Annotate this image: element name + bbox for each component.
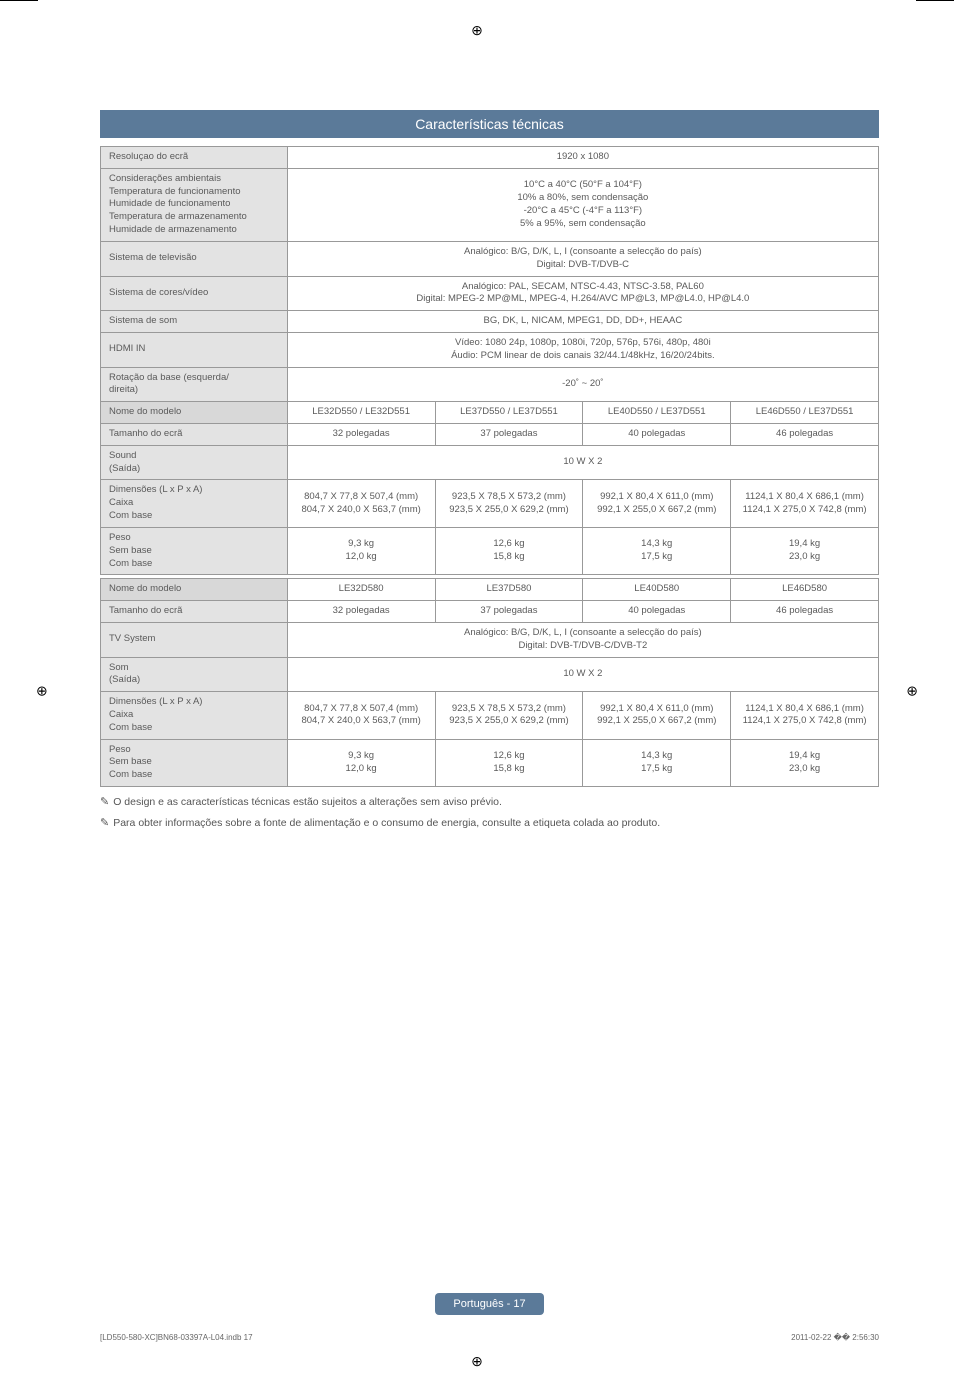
row-value: Analógico: PAL, SECAM, NTSC-4.43, NTSC-3… bbox=[287, 276, 878, 311]
row-value: 32 polegadas bbox=[287, 424, 435, 446]
row-value: 40 polegadas bbox=[583, 601, 731, 623]
row-value: Analógico: B/G, D/K, L, I (consoante a s… bbox=[287, 241, 878, 276]
row-value: LE46D550 / LE37D551 bbox=[731, 402, 879, 424]
row-label: Sistema de televisão bbox=[101, 241, 288, 276]
row-label: PesoSem baseCom base bbox=[101, 527, 288, 574]
row-value: 923,5 X 78,5 X 573,2 (mm)923,5 X 255,0 X… bbox=[435, 692, 583, 739]
row-label: Sistema de som bbox=[101, 311, 288, 333]
row-label: Sound(Saída) bbox=[101, 445, 288, 480]
section-title: Características técnicas bbox=[100, 110, 879, 138]
row-value: 12,6 kg15,8 kg bbox=[435, 739, 583, 786]
row-value: 804,7 X 77,8 X 507,4 (mm)804,7 X 240,0 X… bbox=[287, 692, 435, 739]
note-icon: ✎ bbox=[100, 817, 109, 829]
spec-table: Resoluçao do ecrã1920 x 1080Consideraçõe… bbox=[100, 146, 879, 787]
row-value: LE37D550 / LE37D551 bbox=[435, 402, 583, 424]
row-label: Nome do modelo bbox=[101, 579, 288, 601]
row-value: LE32D550 / LE32D551 bbox=[287, 402, 435, 424]
row-label: Resoluçao do ecrã bbox=[101, 147, 288, 169]
note-2: ✎Para obter informações sobre a fonte de… bbox=[100, 816, 879, 829]
row-value: 1124,1 X 80,4 X 686,1 (mm)1124,1 X 275,0… bbox=[731, 692, 879, 739]
row-value: 9,3 kg12,0 kg bbox=[287, 527, 435, 574]
row-label: TV System bbox=[101, 622, 288, 657]
page-label: Português - 17 bbox=[435, 1293, 543, 1315]
row-label: Nome do modelo bbox=[101, 402, 288, 424]
row-value: 992,1 X 80,4 X 611,0 (mm)992,1 X 255,0 X… bbox=[583, 480, 731, 527]
row-value: -20˚ ~ 20˚ bbox=[287, 367, 878, 402]
row-value: Vídeo: 1080 24p, 1080p, 1080i, 720p, 576… bbox=[287, 332, 878, 367]
print-footer: [LD550-580-XC]BN68-03397A-L04.indb 17 20… bbox=[100, 1333, 879, 1342]
row-label: Tamanho do ecrã bbox=[101, 424, 288, 446]
row-value: 46 polegadas bbox=[731, 424, 879, 446]
row-value: 10 W X 2 bbox=[287, 657, 878, 692]
row-value: LE32D580 bbox=[287, 579, 435, 601]
row-value: LE40D580 bbox=[583, 579, 731, 601]
row-label: Dimensões (L x P x A)CaixaCom base bbox=[101, 692, 288, 739]
note-icon: ✎ bbox=[100, 796, 109, 808]
row-label: PesoSem baseCom base bbox=[101, 739, 288, 786]
row-label: Som(Saída) bbox=[101, 657, 288, 692]
row-label: Dimensões (L x P x A)CaixaCom base bbox=[101, 480, 288, 527]
row-value: 9,3 kg12,0 kg bbox=[287, 739, 435, 786]
row-value: 14,3 kg17,5 kg bbox=[583, 739, 731, 786]
note-1: ✎O design e as características técnicas … bbox=[100, 795, 879, 808]
row-value: 37 polegadas bbox=[435, 424, 583, 446]
row-value: 14,3 kg17,5 kg bbox=[583, 527, 731, 574]
row-value: 804,7 X 77,8 X 507,4 (mm)804,7 X 240,0 X… bbox=[287, 480, 435, 527]
row-value: 19,4 kg23,0 kg bbox=[731, 739, 879, 786]
row-value: 37 polegadas bbox=[435, 601, 583, 623]
row-value: 1920 x 1080 bbox=[287, 147, 878, 169]
row-label: Considerações ambientaisTemperatura de f… bbox=[101, 168, 288, 241]
row-value: 992,1 X 80,4 X 611,0 (mm)992,1 X 255,0 X… bbox=[583, 692, 731, 739]
row-value: 40 polegadas bbox=[583, 424, 731, 446]
row-value: LE37D580 bbox=[435, 579, 583, 601]
row-value: 19,4 kg23,0 kg bbox=[731, 527, 879, 574]
row-value: 46 polegadas bbox=[731, 601, 879, 623]
row-value: Analógico: B/G, D/K, L, I (consoante a s… bbox=[287, 622, 878, 657]
row-label: Sistema de cores/vídeo bbox=[101, 276, 288, 311]
row-label: HDMI IN bbox=[101, 332, 288, 367]
row-value: 10°C a 40°C (50°F a 104°F)10% a 80%, sem… bbox=[287, 168, 878, 241]
row-value: BG, DK, L, NICAM, MPEG1, DD, DD+, HEAAC bbox=[287, 311, 878, 333]
row-label: Tamanho do ecrã bbox=[101, 601, 288, 623]
row-value: LE40D550 / LE37D551 bbox=[583, 402, 731, 424]
row-value: LE46D580 bbox=[731, 579, 879, 601]
row-value: 923,5 X 78,5 X 573,2 (mm)923,5 X 255,0 X… bbox=[435, 480, 583, 527]
row-value: 12,6 kg15,8 kg bbox=[435, 527, 583, 574]
row-value: 32 polegadas bbox=[287, 601, 435, 623]
row-value: 10 W X 2 bbox=[287, 445, 878, 480]
row-label: Rotação da base (esquerda/direita) bbox=[101, 367, 288, 402]
row-value: 1124,1 X 80,4 X 686,1 (mm)1124,1 X 275,0… bbox=[731, 480, 879, 527]
